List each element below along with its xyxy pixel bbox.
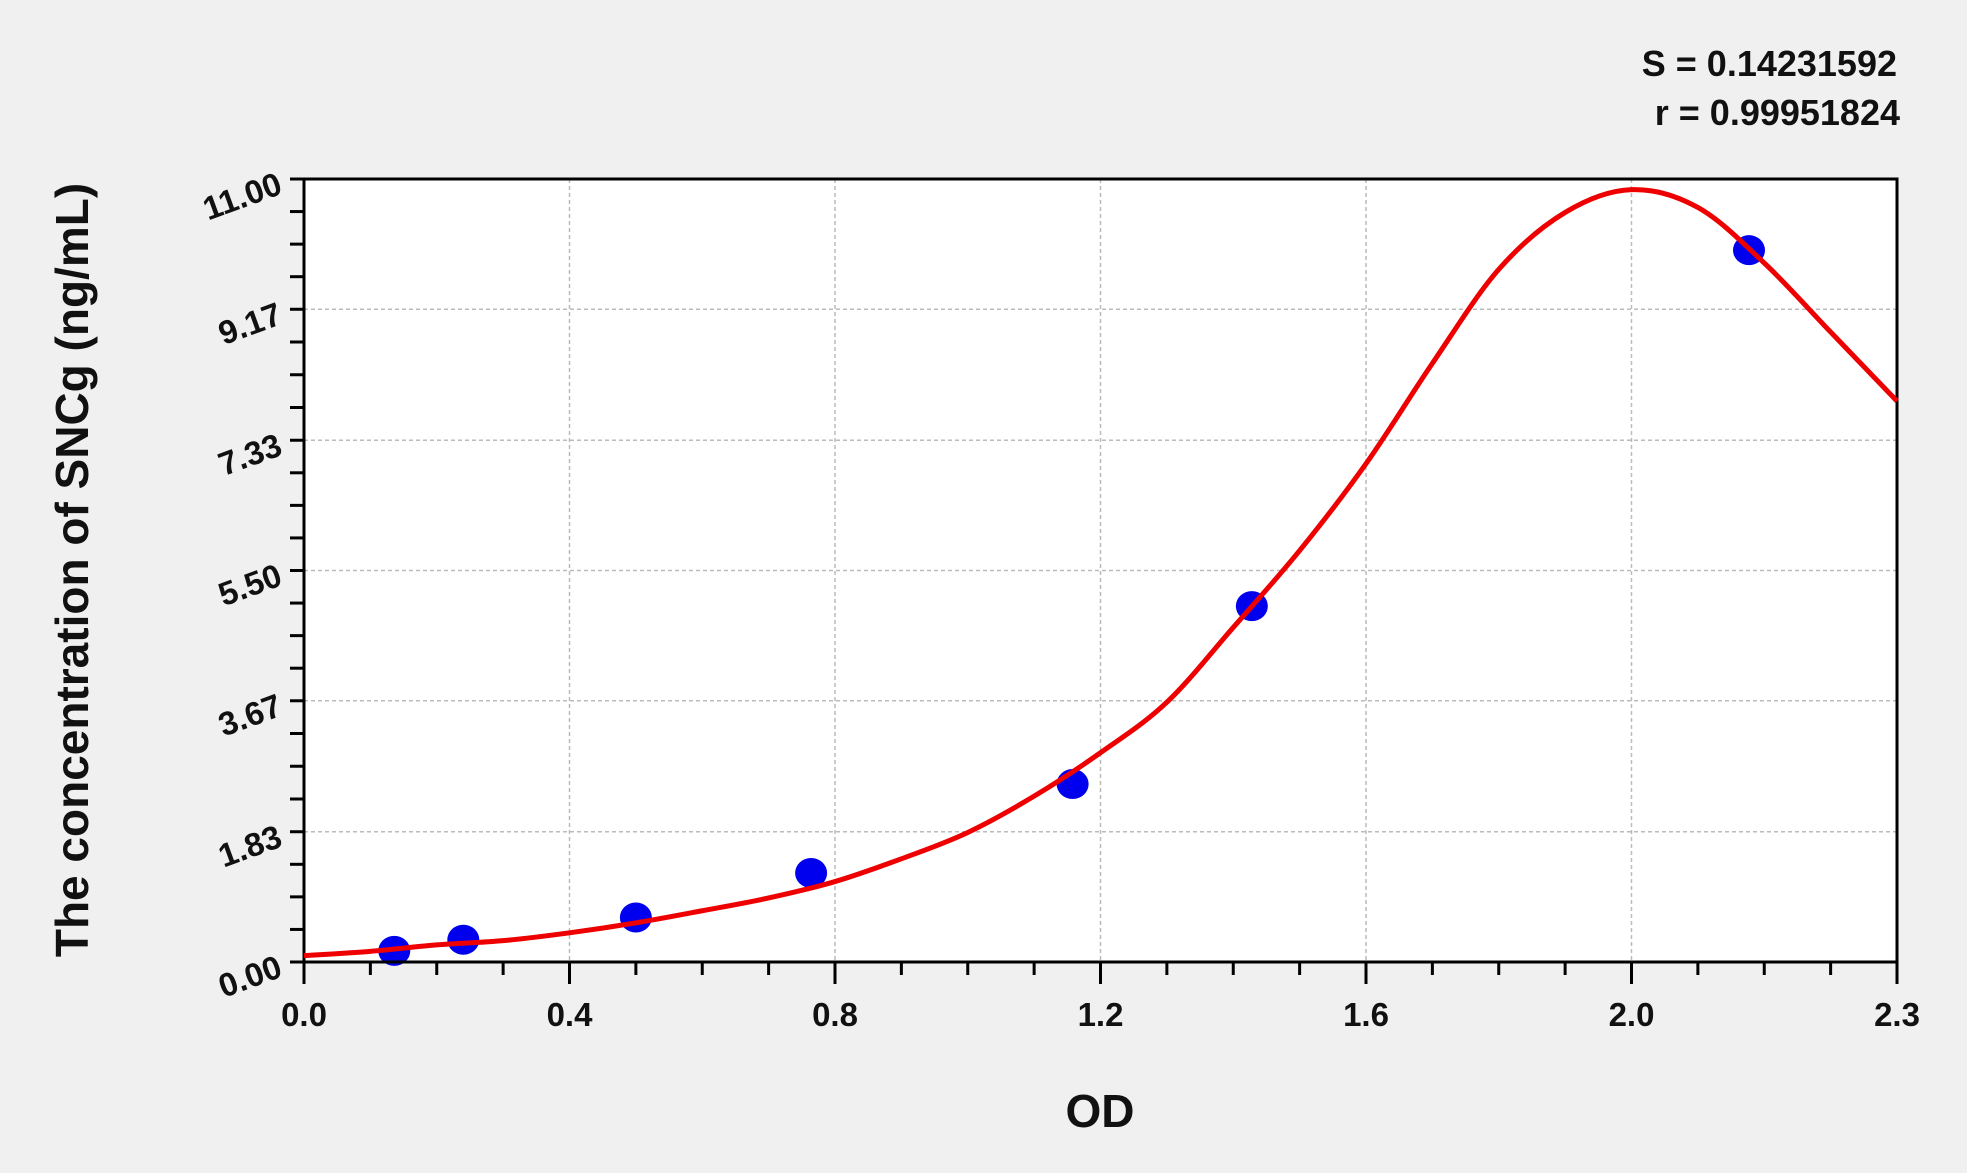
stat-r: r = 0.99951824: [1655, 92, 1900, 133]
y-tick-label: 3.67: [213, 687, 286, 744]
y-tick-label: 9.17: [213, 295, 286, 352]
grid: [304, 179, 1897, 962]
x-tick-label: 0.8: [812, 996, 858, 1033]
x-tick-label: 0.0: [281, 996, 327, 1033]
y-tick-label: 7.33: [213, 426, 286, 483]
y-tick-label: 11.00: [198, 165, 287, 227]
fit-curve: [303, 187, 1899, 959]
ticks: [290, 177, 1899, 984]
stat-s: S = 0.14231592: [1642, 43, 1897, 84]
plot-frame: [302, 177, 1899, 964]
x-tick-label: 1.2: [1078, 996, 1124, 1033]
y-tick-label: 1.83: [213, 818, 286, 875]
y-tick-label: 0.00: [213, 948, 286, 1005]
x-tick-label: 2.3: [1874, 996, 1920, 1033]
data-point: [795, 858, 828, 889]
y-tick-label: 5.50: [213, 556, 286, 613]
y-axis-label: The concentration of SNCg (ng/mL): [46, 183, 98, 957]
data-point: [447, 924, 480, 955]
x-axis-label: OD: [1066, 1085, 1135, 1137]
x-tick-label: 1.6: [1343, 996, 1389, 1033]
x-tick-label: 2.0: [1609, 996, 1655, 1033]
x-tick-label: 0.4: [547, 996, 594, 1033]
data-point: [619, 902, 652, 933]
